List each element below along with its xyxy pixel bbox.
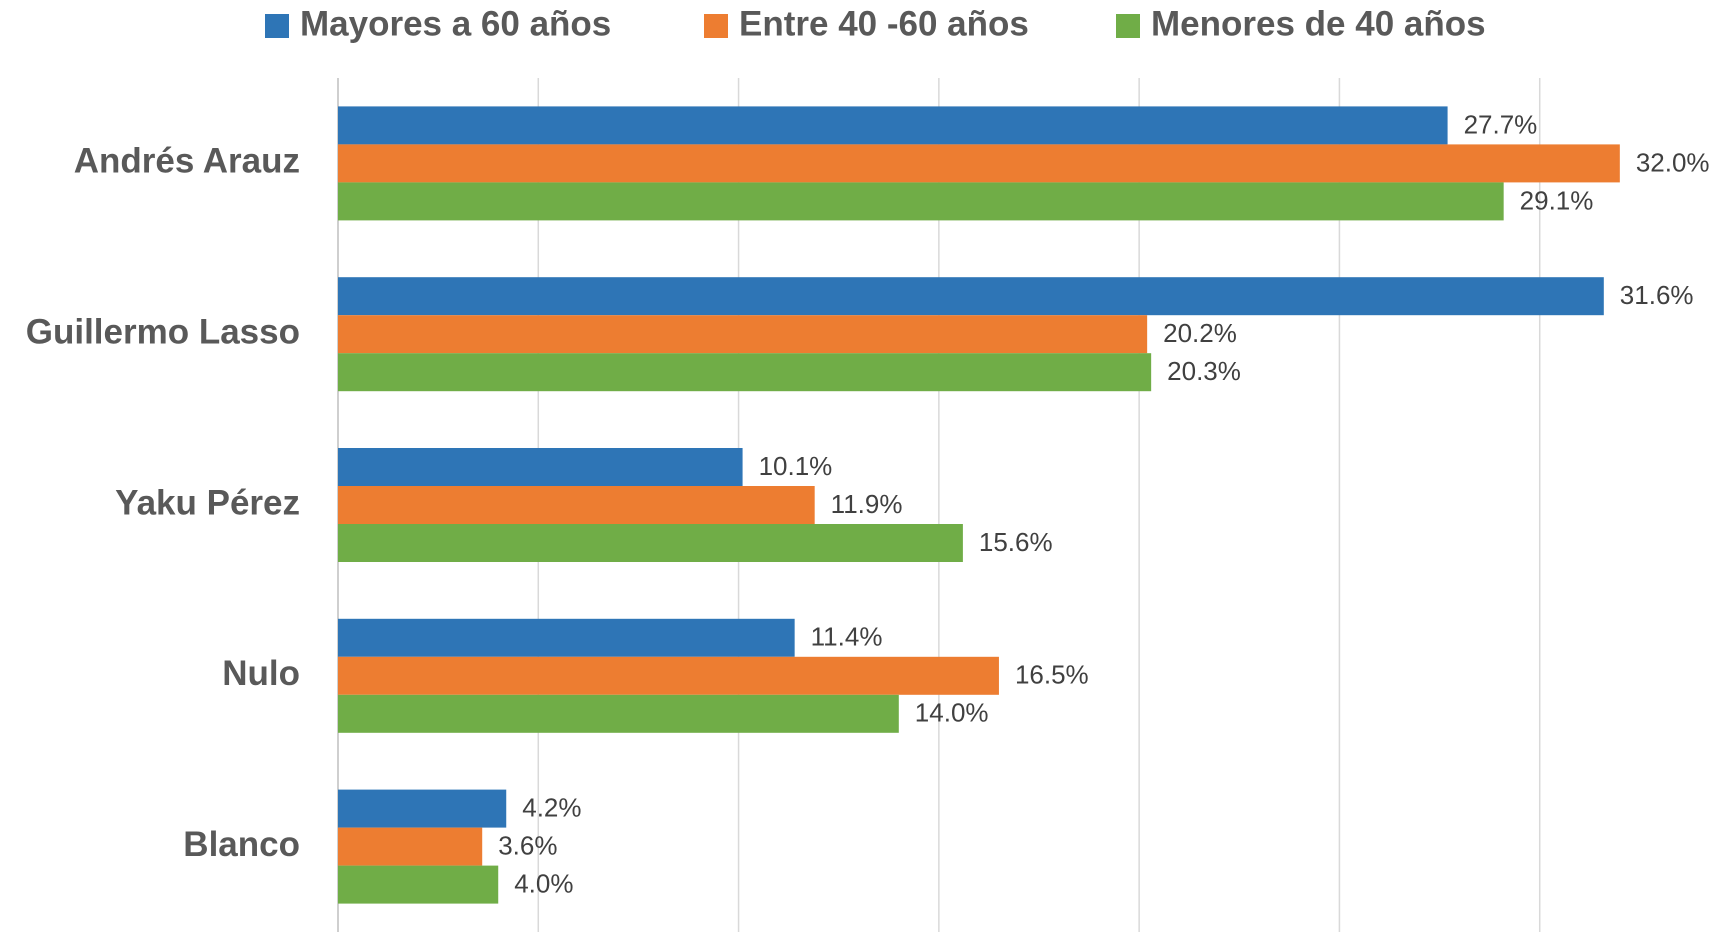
bar bbox=[338, 694, 899, 733]
value-label: 15.6% bbox=[979, 527, 1053, 557]
bar bbox=[338, 524, 963, 562]
legend-label: Entre 40 -60 años bbox=[739, 4, 1029, 43]
legend-label: Mayores a 60 años bbox=[300, 4, 611, 43]
value-label: 32.0% bbox=[1636, 147, 1710, 177]
bar bbox=[338, 144, 1620, 183]
bar bbox=[338, 827, 483, 866]
value-label: 16.5% bbox=[1015, 660, 1089, 690]
value-label: 29.1% bbox=[1520, 185, 1594, 215]
bar bbox=[338, 106, 1448, 145]
legend-label: Menores de 40 años bbox=[1151, 4, 1486, 43]
category-label: Guillermo Lasso bbox=[26, 312, 300, 351]
value-label: 31.6% bbox=[1620, 280, 1694, 310]
value-label: 11.4% bbox=[811, 622, 883, 652]
bar bbox=[338, 353, 1152, 392]
bar bbox=[338, 315, 1148, 354]
value-label: 3.6% bbox=[498, 830, 557, 860]
bar bbox=[338, 618, 795, 657]
bar bbox=[338, 789, 507, 828]
legend-swatch bbox=[704, 14, 728, 38]
bar bbox=[338, 182, 1504, 221]
bar bbox=[338, 865, 499, 904]
value-label: 11.9% bbox=[831, 489, 903, 519]
value-label: 10.1% bbox=[759, 451, 833, 481]
value-label: 14.0% bbox=[915, 698, 989, 728]
bar bbox=[338, 486, 815, 524]
legend-swatch bbox=[265, 14, 289, 38]
category-label: Blanco bbox=[183, 825, 300, 864]
value-label: 20.3% bbox=[1167, 356, 1241, 386]
category-label: Yaku Pérez bbox=[115, 483, 300, 522]
category-label: Nulo bbox=[222, 654, 300, 693]
value-label: 20.2% bbox=[1163, 318, 1237, 348]
bar bbox=[338, 656, 999, 695]
legend-swatch bbox=[1116, 14, 1140, 38]
bar bbox=[338, 448, 743, 486]
category-label: Andrés Arauz bbox=[74, 142, 300, 181]
value-label: 4.2% bbox=[522, 792, 581, 822]
bar bbox=[338, 277, 1604, 316]
value-label: 27.7% bbox=[1464, 109, 1538, 139]
value-label: 4.0% bbox=[514, 868, 573, 898]
